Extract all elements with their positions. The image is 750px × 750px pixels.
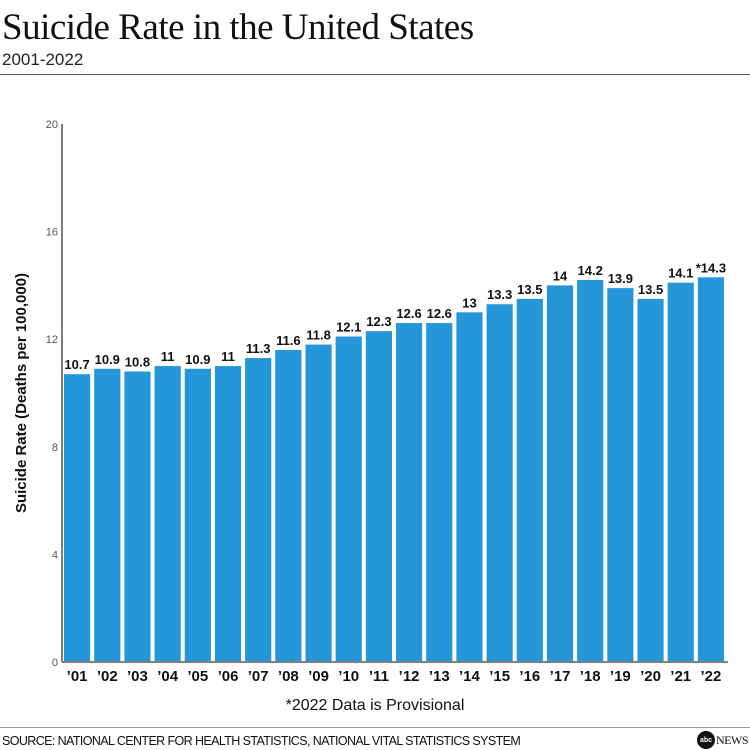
x-tick-label: ’01 bbox=[67, 668, 88, 685]
bar bbox=[426, 323, 453, 661]
y-tick-label: 16 bbox=[46, 227, 58, 239]
data-label: 13.3 bbox=[487, 287, 512, 302]
x-tick-label: ’12 bbox=[399, 668, 420, 685]
bar bbox=[546, 285, 574, 661]
x-tick-label: ’18 bbox=[580, 668, 601, 685]
x-tick-label: ’21 bbox=[670, 668, 691, 685]
y-tick-label: 12 bbox=[46, 334, 58, 346]
bar bbox=[305, 344, 332, 661]
data-label: 12.3 bbox=[366, 314, 391, 329]
bar bbox=[365, 331, 392, 661]
divider bbox=[0, 727, 750, 728]
x-tick-label: ’19 bbox=[610, 668, 631, 685]
bar bbox=[64, 374, 91, 661]
x-tick-label: ’08 bbox=[278, 668, 299, 685]
x-tick-label: ’15 bbox=[489, 668, 510, 685]
data-label: 10.8 bbox=[125, 354, 150, 369]
bar bbox=[335, 336, 362, 661]
data-label: 10.9 bbox=[95, 352, 120, 367]
news-wordmark: NEWS bbox=[716, 732, 749, 747]
x-tick-label: ’07 bbox=[248, 668, 269, 685]
abc-logo-mark: abc bbox=[697, 731, 715, 749]
bar bbox=[456, 312, 483, 661]
bar bbox=[396, 323, 423, 661]
bar bbox=[697, 277, 724, 661]
x-tick-label: ’22 bbox=[700, 668, 721, 685]
y-axis-label: Suicide Rate (Deaths per 100,000) bbox=[13, 273, 30, 513]
y-tick-label: 0 bbox=[52, 657, 58, 669]
bar bbox=[94, 368, 121, 661]
source-text: SOURCE: NATIONAL CENTER FOR HEALTH STATI… bbox=[2, 734, 521, 748]
bar bbox=[154, 366, 181, 661]
x-tick-label: ’16 bbox=[519, 668, 540, 685]
x-tick-label: ’06 bbox=[218, 668, 239, 685]
provisional-note: *2022 Data is Provisional bbox=[285, 697, 465, 714]
data-label: 11.3 bbox=[246, 341, 271, 356]
data-label: 10.9 bbox=[185, 352, 210, 367]
data-label: 11 bbox=[161, 349, 175, 364]
bar bbox=[516, 298, 543, 661]
x-tick-label: ’09 bbox=[308, 668, 329, 685]
data-label: 14.2 bbox=[578, 263, 603, 278]
bar bbox=[637, 298, 664, 661]
x-tick-label: ’17 bbox=[550, 668, 571, 685]
data-label: 12.1 bbox=[336, 320, 361, 335]
bar bbox=[124, 371, 151, 661]
x-tick-label: ’14 bbox=[459, 668, 481, 685]
data-label: 10.7 bbox=[64, 357, 89, 372]
x-tick-label: ’13 bbox=[429, 668, 450, 685]
chart-title: Suicide Rate in the United States bbox=[2, 7, 474, 48]
data-label: 13.5 bbox=[517, 282, 542, 297]
x-tick-label: ’11 bbox=[369, 668, 389, 685]
bar bbox=[214, 366, 242, 661]
divider bbox=[0, 74, 750, 75]
data-label: 13.5 bbox=[638, 282, 663, 297]
data-label: 11.8 bbox=[306, 328, 331, 343]
x-tick-label: ’02 bbox=[97, 668, 118, 685]
bar bbox=[667, 282, 694, 661]
bar bbox=[245, 358, 272, 661]
x-tick-label: ’03 bbox=[127, 668, 148, 685]
bar bbox=[486, 304, 513, 661]
chart-subtitle: 2001-2022 bbox=[2, 50, 84, 69]
bar bbox=[184, 368, 211, 661]
y-tick-label: 4 bbox=[52, 549, 58, 561]
bar bbox=[275, 349, 302, 661]
data-label: 13 bbox=[462, 295, 476, 310]
data-label: 13.9 bbox=[608, 271, 633, 286]
data-label: 12.6 bbox=[427, 306, 452, 321]
x-tick-label: ’10 bbox=[338, 668, 359, 685]
x-tick-label: ’05 bbox=[187, 668, 208, 685]
data-label: 14.1 bbox=[668, 266, 693, 281]
abc-news-logo: abc NEWS bbox=[697, 731, 749, 749]
x-tick-label: ’20 bbox=[640, 668, 661, 685]
bar bbox=[577, 280, 604, 661]
data-label: *14.3 bbox=[696, 260, 726, 275]
data-label: 11 bbox=[221, 349, 235, 364]
bar bbox=[607, 288, 634, 661]
data-label: 14 bbox=[553, 268, 568, 283]
y-tick-label: 8 bbox=[52, 442, 58, 454]
x-tick-label: ’04 bbox=[157, 668, 179, 685]
y-tick-label: 20 bbox=[46, 119, 58, 131]
data-label: 12.6 bbox=[396, 306, 421, 321]
data-label: 11.6 bbox=[276, 333, 301, 348]
